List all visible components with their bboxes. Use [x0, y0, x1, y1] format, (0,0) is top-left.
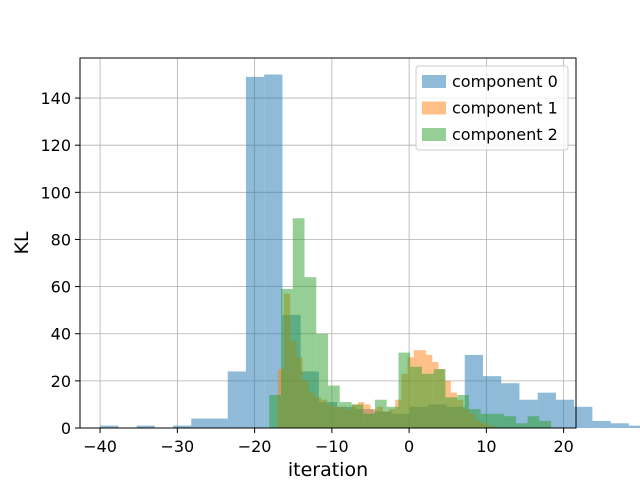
histogram-bar-component-2 [445, 397, 458, 428]
y-axis-label: KL [11, 231, 33, 254]
x-tick-label: 20 [553, 437, 573, 456]
legend-box [415, 65, 569, 151]
legend-label-component-2: component 2 [452, 125, 558, 144]
legend-swatch-component-0 [422, 75, 446, 88]
histogram-bar-component-0 [173, 425, 192, 428]
histogram-bar-component-0 [628, 425, 640, 428]
plot-frame [79, 57, 577, 429]
histogram-bar-component-2 [410, 366, 422, 428]
legend-swatch-component-2 [422, 128, 446, 141]
histogram-bar-component-2 [351, 404, 364, 428]
axis-ticks: −40 −30 −20 −10 0 10 20 0 20 40 60 80 100 120 140 [40, 89, 573, 456]
histogram-bar-component-0 [555, 399, 575, 428]
histogram-bar-component-2 [339, 402, 352, 428]
x-tick-label: 10 [476, 437, 496, 456]
y-tick-label: 140 [40, 89, 71, 108]
histogram-bar-component-0 [264, 74, 283, 428]
histogram-bar-component-2 [421, 373, 434, 428]
histogram-bar-component-2 [269, 395, 282, 428]
histogram-bar-component-2 [480, 413, 493, 428]
histogram-bar-component-2 [539, 420, 552, 428]
histogram-bar-component-2 [492, 413, 505, 428]
legend: component 0 component 1 component 2 [415, 65, 569, 151]
histogram-bar-component-2 [363, 413, 375, 428]
x-tick-label: −30 [160, 437, 194, 456]
histogram-bar-component-0 [245, 76, 265, 428]
histogram-bar-component-2 [386, 406, 399, 428]
x-tick-label: −10 [315, 437, 349, 456]
histogram-bar-component-2 [328, 385, 340, 428]
histogram-bar-component-2 [457, 395, 469, 428]
histogram-bar-component-0 [209, 418, 228, 428]
histogram-bar-component-2 [316, 333, 328, 428]
histogram-bar-component-2 [515, 423, 528, 428]
y-tick-label: 80 [51, 230, 71, 249]
histogram-bar-component-2 [398, 352, 411, 428]
y-tick-label: 40 [51, 325, 71, 344]
histogram-bar-component-2 [304, 277, 317, 428]
x-tick-label: −20 [238, 437, 272, 456]
histogram-bar-component-2 [281, 288, 293, 428]
y-tick-label: 60 [51, 278, 71, 297]
histogram-bar-component-0 [227, 371, 246, 428]
legend-label-component-1: component 1 [452, 99, 558, 118]
histogram-bar-component-2 [468, 409, 481, 428]
legend-label-component-0: component 0 [452, 72, 558, 91]
histogram-bar-component-0 [592, 420, 611, 428]
histogram-bar-component-0 [537, 392, 556, 428]
x-tick-label: 0 [404, 437, 414, 456]
histogram-bars [100, 74, 640, 428]
y-tick-label: 100 [40, 183, 71, 202]
histogram-bar-component-2 [433, 369, 446, 428]
y-tick-label: 20 [51, 372, 71, 391]
histogram-bar-component-0 [100, 425, 119, 428]
legend-swatch-component-1 [422, 101, 446, 115]
histogram-bar-component-0 [574, 406, 593, 428]
histogram-bar-component-2 [527, 416, 540, 428]
y-tick-label: 120 [40, 136, 71, 155]
histogram-bar-component-2 [374, 399, 387, 428]
histogram-bar-component-2 [292, 218, 305, 428]
histogram-bar-component-0 [610, 423, 629, 428]
histogram-bar-component-0 [136, 425, 155, 428]
x-tick-label: −40 [83, 437, 117, 456]
histogram-bar-component-2 [504, 416, 516, 428]
histogram-bar-component-0 [191, 418, 210, 428]
x-axis-label: iteration [288, 459, 368, 480]
y-tick-label: 0 [61, 419, 71, 438]
